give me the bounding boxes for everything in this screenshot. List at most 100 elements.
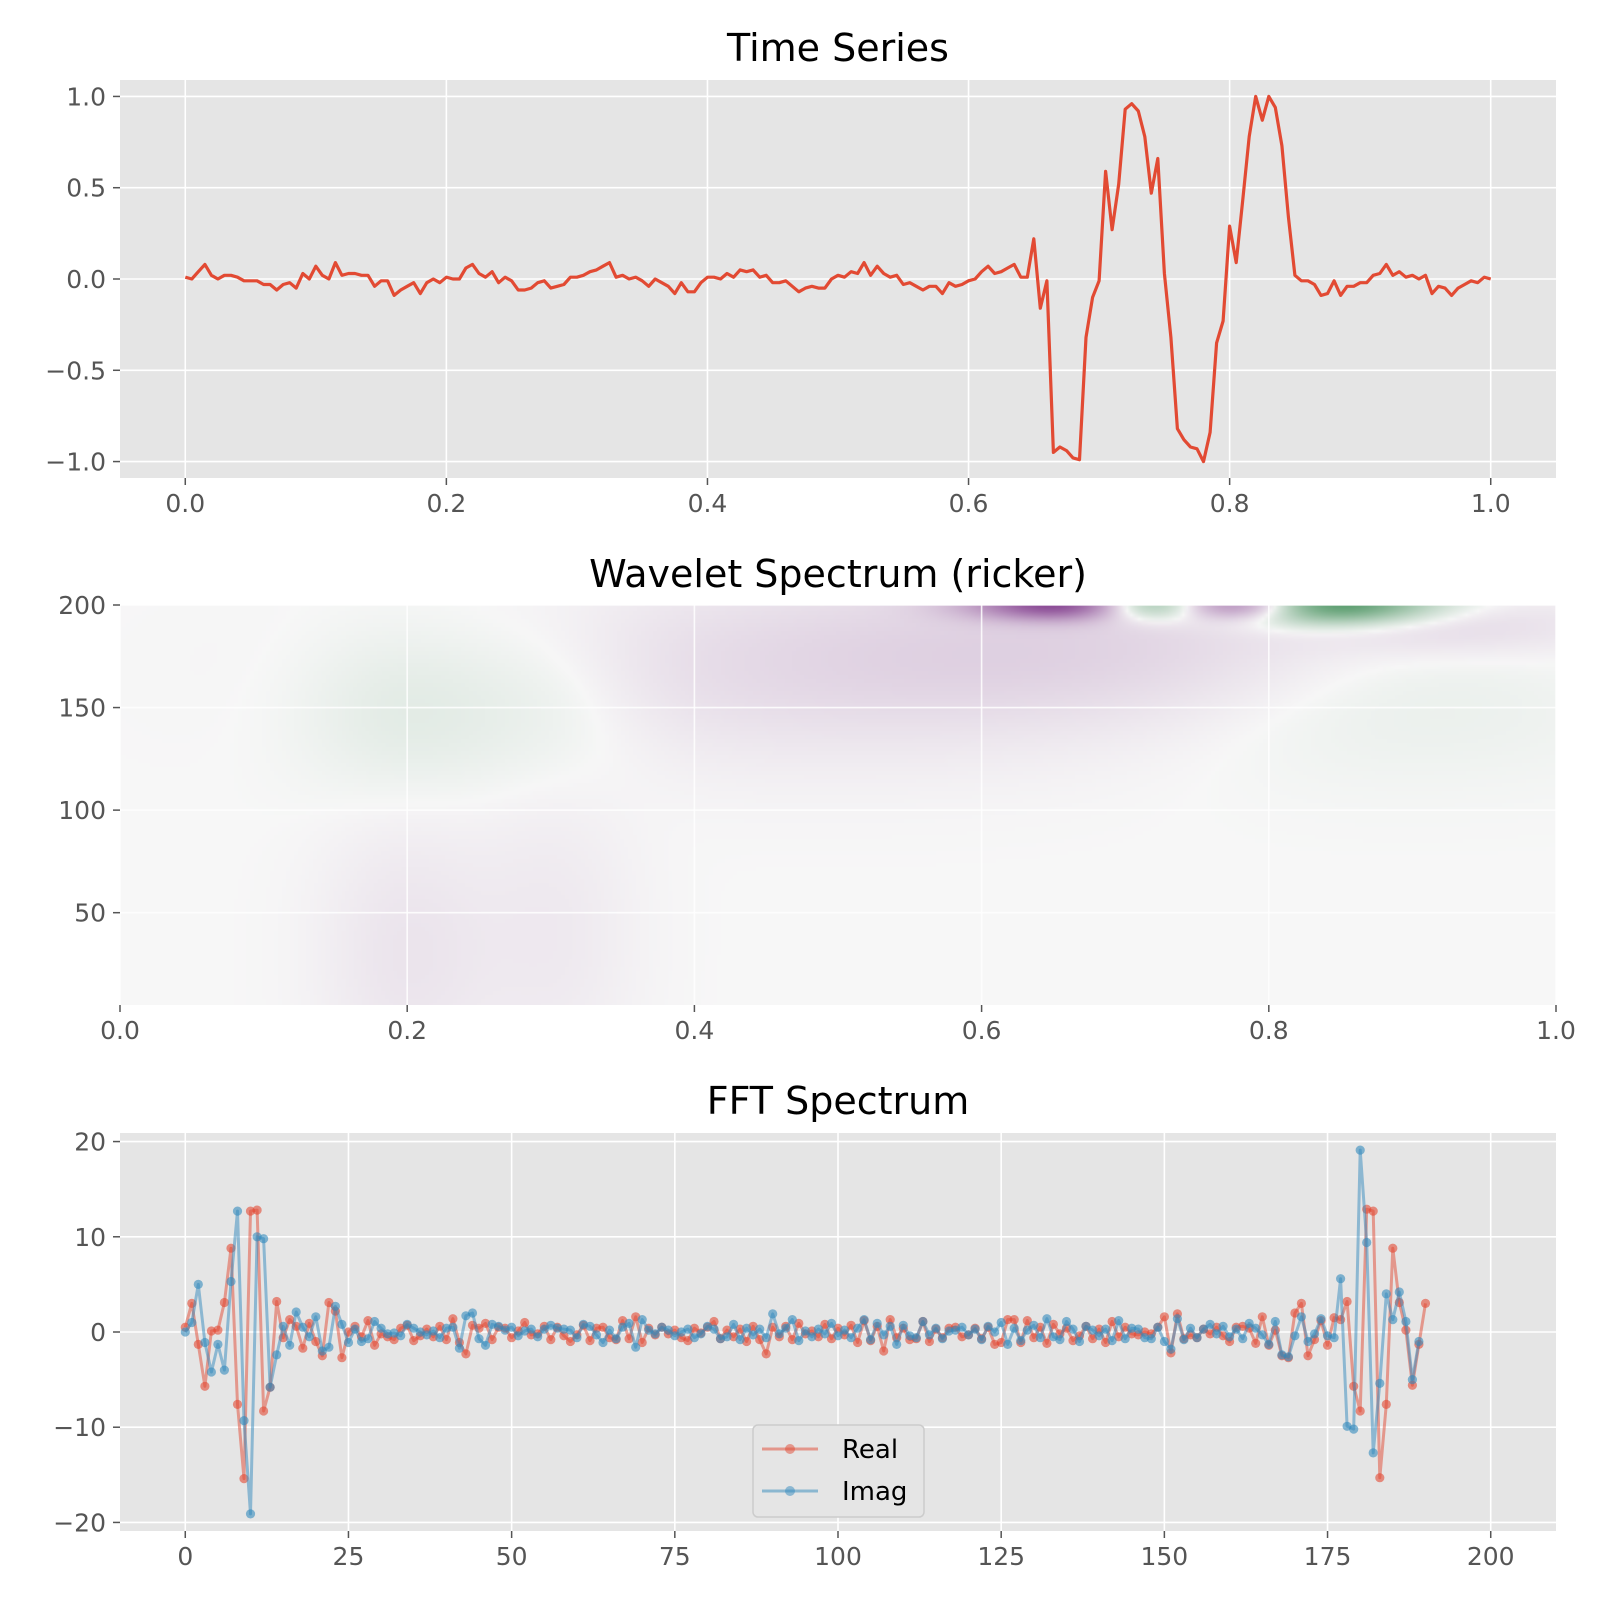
x-tick-label: 0.2 bbox=[387, 1016, 427, 1045]
data-point-real bbox=[298, 1343, 308, 1353]
data-point-imag bbox=[839, 1325, 850, 1335]
data-point-imag bbox=[604, 1325, 615, 1335]
data-point-imag bbox=[1198, 1324, 1209, 1334]
data-point-real bbox=[461, 1349, 471, 1359]
data-point-imag bbox=[1068, 1324, 1078, 1334]
data-point-real bbox=[1375, 1473, 1385, 1483]
x-tick-label: 0.2 bbox=[426, 489, 466, 518]
grid bbox=[119, 604, 1557, 1005]
data-point-imag bbox=[1238, 1334, 1248, 1344]
y-tick-label: 100 bbox=[58, 796, 106, 825]
y-tick-label: 20 bbox=[74, 1128, 106, 1157]
data-point-imag bbox=[1133, 1324, 1143, 1334]
x-tick-label: 50 bbox=[496, 1542, 528, 1571]
y-tick-label: 0.0 bbox=[66, 265, 106, 294]
x-tick-label: 0.0 bbox=[165, 489, 205, 518]
data-point-imag bbox=[1185, 1323, 1196, 1333]
y-tick-label: 10 bbox=[74, 1223, 106, 1252]
data-point-imag bbox=[911, 1333, 921, 1343]
data-point-imag bbox=[1205, 1319, 1215, 1329]
data-point-imag bbox=[663, 1325, 673, 1335]
data-point-real bbox=[1251, 1338, 1261, 1348]
data-point-real bbox=[487, 1335, 497, 1345]
data-point-imag bbox=[937, 1334, 948, 1344]
data-point-real bbox=[1303, 1351, 1313, 1361]
data-point-imag bbox=[1003, 1339, 1013, 1349]
data-point-imag bbox=[1094, 1331, 1104, 1341]
data-point-imag bbox=[885, 1321, 895, 1331]
data-point-imag bbox=[970, 1324, 980, 1334]
data-point-imag bbox=[1042, 1314, 1052, 1324]
data-point-imag bbox=[1368, 1448, 1378, 1458]
data-point-imag bbox=[1107, 1336, 1117, 1346]
x-tick-label: 175 bbox=[1304, 1542, 1352, 1571]
x-tick-label: 125 bbox=[977, 1542, 1025, 1571]
data-point-imag bbox=[1303, 1336, 1313, 1347]
data-point-imag bbox=[853, 1323, 863, 1333]
data-point-real bbox=[885, 1315, 895, 1325]
data-point-real bbox=[272, 1296, 282, 1307]
data-point-imag bbox=[631, 1342, 641, 1352]
legend-marker-imag bbox=[785, 1486, 795, 1496]
data-point-imag bbox=[1414, 1336, 1424, 1347]
x-tick-label: 0.4 bbox=[688, 489, 728, 518]
data-point-imag bbox=[1218, 1321, 1228, 1331]
data-point-real bbox=[924, 1336, 935, 1347]
series bbox=[184, 94, 1492, 464]
data-point-imag bbox=[1244, 1318, 1254, 1328]
data-point-imag bbox=[761, 1333, 771, 1343]
data-point-imag bbox=[278, 1321, 288, 1331]
data-point-imag bbox=[879, 1330, 889, 1340]
data-point-imag bbox=[533, 1332, 543, 1342]
data-point-imag bbox=[1146, 1334, 1156, 1344]
data-point-imag bbox=[180, 1327, 190, 1337]
data-point-real bbox=[1042, 1338, 1052, 1348]
data-point-imag bbox=[376, 1323, 386, 1333]
data-point-imag bbox=[370, 1316, 380, 1327]
data-point-imag bbox=[696, 1329, 706, 1339]
data-point-imag bbox=[611, 1334, 621, 1344]
data-point-imag bbox=[480, 1340, 491, 1350]
data-point-real bbox=[213, 1325, 223, 1335]
data-point-real bbox=[337, 1353, 347, 1363]
data-point-imag bbox=[259, 1234, 269, 1244]
data-point-imag bbox=[474, 1334, 484, 1344]
data-point-imag bbox=[748, 1330, 758, 1340]
subplot-time-series: 0.0 0.2 0.4 0.6 0.8 1.0 −1.0 −0.5 0.0 0.5 1.0 Time… bbox=[45, 26, 1556, 518]
legend: Real Imag bbox=[752, 1424, 925, 1518]
y-tick-label: 50 bbox=[74, 899, 106, 928]
data-point-real bbox=[1029, 1333, 1039, 1343]
data-point-imag bbox=[572, 1333, 582, 1343]
data-point-real bbox=[559, 1331, 569, 1341]
data-point-imag bbox=[755, 1324, 765, 1334]
data-point-imag bbox=[872, 1318, 882, 1328]
data-point-real bbox=[252, 1205, 262, 1215]
heatmap-image bbox=[120, 605, 1556, 1005]
y-tick-label: −1.0 bbox=[45, 448, 106, 477]
data-point-imag bbox=[990, 1327, 1000, 1337]
data-point-real bbox=[448, 1314, 458, 1324]
series bbox=[180, 1145, 1431, 1519]
data-point-imag bbox=[683, 1324, 693, 1334]
data-point-imag bbox=[1114, 1316, 1124, 1326]
data-point-real bbox=[370, 1340, 380, 1350]
data-point-real bbox=[1322, 1340, 1333, 1350]
data-point-imag bbox=[526, 1324, 536, 1334]
legend-label-real: Real bbox=[842, 1435, 898, 1465]
x-tick-label: 25 bbox=[333, 1542, 365, 1571]
data-point-imag bbox=[1290, 1331, 1300, 1341]
data-point-imag bbox=[513, 1331, 523, 1341]
data-point-imag bbox=[304, 1332, 314, 1342]
data-point-imag bbox=[1061, 1316, 1072, 1327]
data-point-imag bbox=[428, 1326, 438, 1336]
data-point-imag bbox=[193, 1279, 203, 1289]
y-tick-label: 0.5 bbox=[66, 174, 106, 203]
data-point-imag bbox=[343, 1337, 354, 1348]
data-point-imag bbox=[1251, 1323, 1261, 1333]
data-point-imag bbox=[467, 1308, 478, 1318]
data-point-imag bbox=[363, 1334, 373, 1344]
data-point-imag bbox=[1192, 1333, 1202, 1343]
data-point-imag bbox=[265, 1382, 275, 1392]
x-tick-label: 0.0 bbox=[100, 1016, 140, 1045]
x-tick-label: 0.6 bbox=[949, 489, 989, 518]
